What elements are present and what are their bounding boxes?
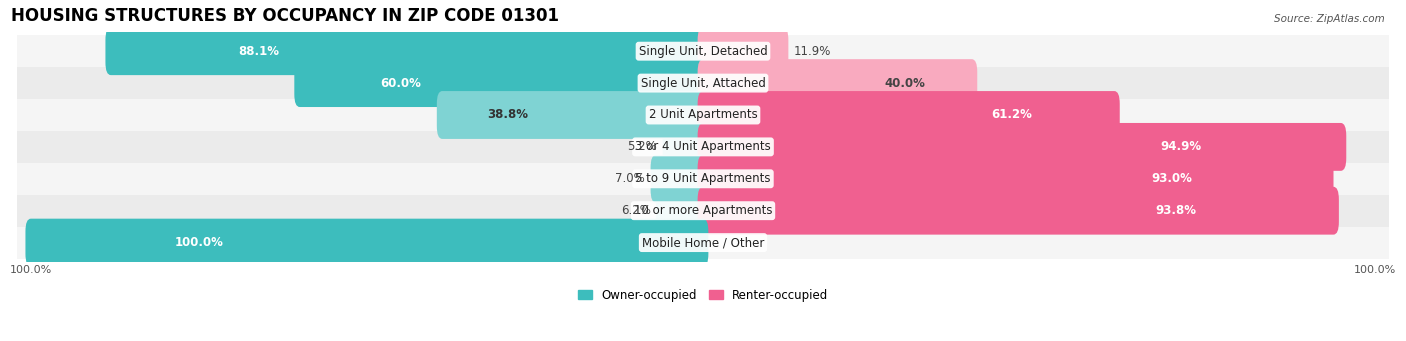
FancyBboxPatch shape xyxy=(651,155,709,203)
Text: Single Unit, Detached: Single Unit, Detached xyxy=(638,45,768,58)
Text: 5 to 9 Unit Apartments: 5 to 9 Unit Apartments xyxy=(636,172,770,185)
Text: Single Unit, Attached: Single Unit, Attached xyxy=(641,77,765,90)
Text: 7.0%: 7.0% xyxy=(616,172,645,185)
Text: 11.9%: 11.9% xyxy=(794,45,831,58)
Text: 5.2%: 5.2% xyxy=(627,140,657,153)
FancyBboxPatch shape xyxy=(697,123,1347,171)
FancyBboxPatch shape xyxy=(25,219,709,267)
FancyBboxPatch shape xyxy=(697,155,1333,203)
Bar xyxy=(17,67,1389,99)
FancyBboxPatch shape xyxy=(697,91,1119,139)
Legend: Owner-occupied, Renter-occupied: Owner-occupied, Renter-occupied xyxy=(572,284,834,306)
Bar xyxy=(17,99,1389,131)
FancyBboxPatch shape xyxy=(437,91,709,139)
FancyBboxPatch shape xyxy=(657,187,709,235)
Text: 6.2%: 6.2% xyxy=(620,204,651,217)
FancyBboxPatch shape xyxy=(697,187,1339,235)
Text: 94.9%: 94.9% xyxy=(1161,140,1202,153)
Text: 100.0%: 100.0% xyxy=(174,236,224,249)
Text: 93.0%: 93.0% xyxy=(1152,172,1192,185)
FancyBboxPatch shape xyxy=(294,59,709,107)
Bar xyxy=(17,163,1389,195)
Text: 3 or 4 Unit Apartments: 3 or 4 Unit Apartments xyxy=(636,140,770,153)
FancyBboxPatch shape xyxy=(105,27,709,75)
Bar xyxy=(17,195,1389,227)
Bar xyxy=(17,227,1389,258)
Text: HOUSING STRUCTURES BY OCCUPANCY IN ZIP CODE 01301: HOUSING STRUCTURES BY OCCUPANCY IN ZIP C… xyxy=(10,7,558,25)
FancyBboxPatch shape xyxy=(662,123,709,171)
Text: 2 Unit Apartments: 2 Unit Apartments xyxy=(648,108,758,121)
FancyBboxPatch shape xyxy=(697,27,789,75)
Text: 38.8%: 38.8% xyxy=(486,108,527,121)
FancyBboxPatch shape xyxy=(697,59,977,107)
Bar xyxy=(17,131,1389,163)
Text: 61.2%: 61.2% xyxy=(991,108,1032,121)
Text: 10 or more Apartments: 10 or more Apartments xyxy=(634,204,772,217)
Text: 40.0%: 40.0% xyxy=(884,77,925,90)
Bar xyxy=(17,35,1389,67)
Text: 93.8%: 93.8% xyxy=(1156,204,1197,217)
Text: 60.0%: 60.0% xyxy=(380,77,420,90)
Text: 88.1%: 88.1% xyxy=(239,45,280,58)
Text: Mobile Home / Other: Mobile Home / Other xyxy=(641,236,765,249)
Text: Source: ZipAtlas.com: Source: ZipAtlas.com xyxy=(1274,14,1385,24)
